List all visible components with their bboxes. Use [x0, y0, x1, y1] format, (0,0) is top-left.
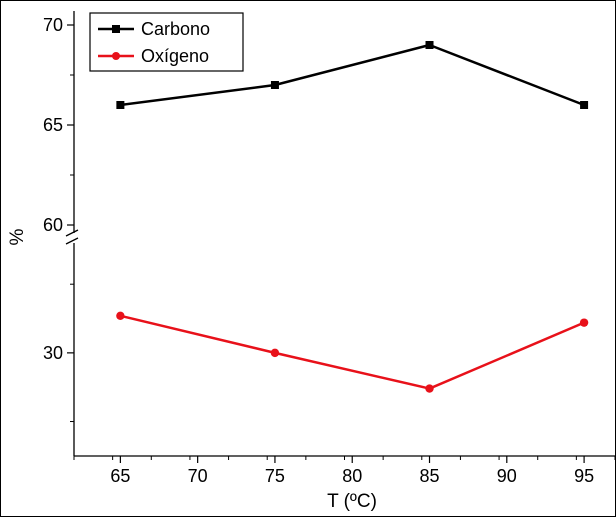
legend-marker-carbono [112, 25, 120, 33]
x-tick-label: 80 [342, 466, 362, 486]
data-point-square [580, 101, 589, 109]
data-point-circle [116, 311, 125, 320]
axis-break-mark [65, 229, 79, 237]
axes-group: 65 70 75 80 85 90 95 60 65 70 30 [43, 11, 615, 486]
axis-break-mark [65, 237, 79, 245]
data-point-circle [270, 348, 280, 358]
data-point-square [425, 41, 434, 49]
x-tick-label: 75 [265, 466, 285, 486]
series-layer [116, 41, 589, 393]
series-line-1 [120, 314, 585, 390]
x-axis-label: T (ºC) [327, 491, 377, 512]
y-tick-label: 70 [43, 15, 63, 35]
x-tick-label: 90 [497, 466, 517, 486]
legend-box [89, 12, 244, 72]
data-point-circle [579, 318, 589, 327]
data-point-square [116, 101, 125, 109]
x-tick-label: 95 [574, 466, 594, 486]
x-tick-label: 70 [188, 466, 208, 486]
legend: Carbono Oxígeno [89, 12, 244, 72]
x-tick-label: 85 [419, 466, 439, 486]
series-line-0 [120, 43, 585, 107]
x-tick-label: 65 [110, 466, 130, 486]
legend-marker-oxigeno [112, 52, 120, 60]
y-tick-label: 30 [43, 343, 63, 363]
legend-label-carbono: Carbono [141, 19, 210, 39]
data-point-circle [425, 384, 434, 393]
y-tick-label: 60 [43, 215, 63, 235]
legend-label-oxigeno: Oxígeno [141, 46, 209, 66]
y-axis-label: % [7, 228, 28, 245]
y-tick-label: 65 [43, 115, 63, 135]
data-point-square [270, 81, 279, 89]
